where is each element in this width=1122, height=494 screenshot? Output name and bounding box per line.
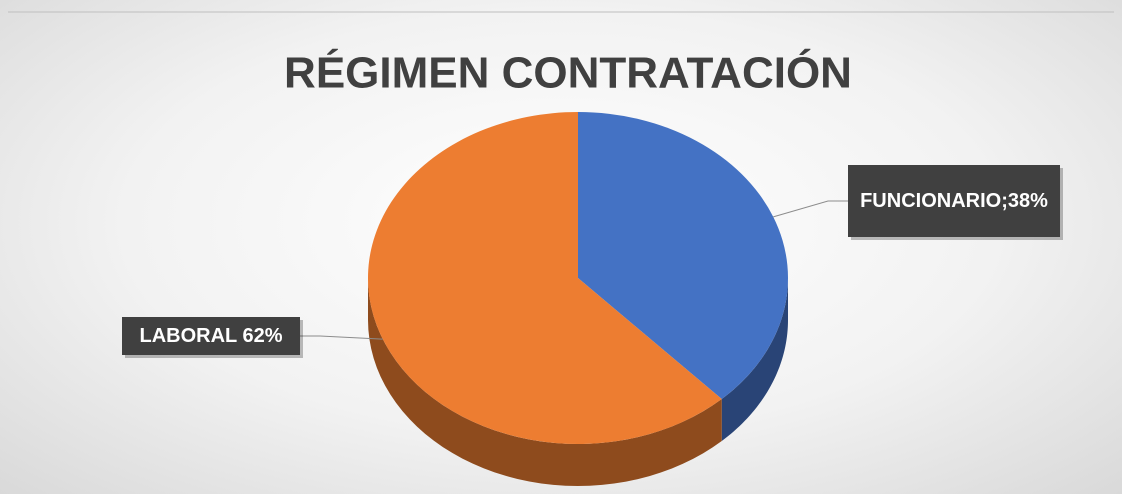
data-label: FUNCIONARIO;38% — [848, 165, 1060, 237]
pie-slice — [367, 112, 722, 445]
data-label-box: LABORAL 62% — [122, 317, 300, 355]
leader-line — [773, 200, 848, 218]
chart-title: RÉGIMEN CONTRATACIÓN — [284, 48, 852, 98]
data-label: LABORAL 62% — [122, 317, 300, 355]
data-label-box: FUNCIONARIO;38% — [848, 165, 1060, 237]
pie-side — [721, 278, 788, 442]
leader-line — [300, 335, 383, 340]
pie-slice — [578, 112, 788, 400]
pie-side — [368, 278, 722, 486]
